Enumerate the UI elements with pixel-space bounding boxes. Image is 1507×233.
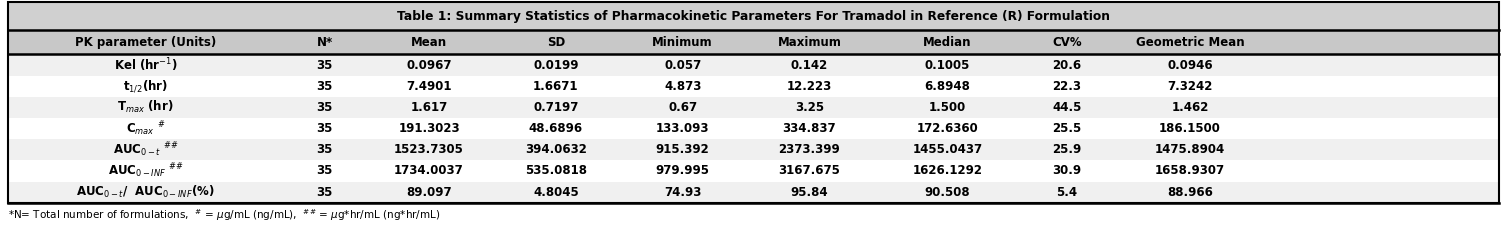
Text: 6.8948: 6.8948: [924, 80, 971, 93]
Text: 1475.8904: 1475.8904: [1154, 143, 1225, 156]
Text: 35: 35: [316, 122, 333, 135]
Text: 0.142: 0.142: [791, 58, 827, 72]
Bar: [8, 160, 1499, 182]
Text: 35: 35: [316, 101, 333, 114]
Text: 1626.1292: 1626.1292: [912, 164, 983, 178]
Text: 3167.675: 3167.675: [779, 164, 841, 178]
Text: 12.223: 12.223: [787, 80, 832, 93]
Text: 35: 35: [316, 58, 333, 72]
Text: Minimum: Minimum: [653, 36, 713, 49]
Text: Geometric Mean: Geometric Mean: [1136, 36, 1245, 49]
Text: 20.6: 20.6: [1052, 58, 1082, 72]
Text: SD: SD: [547, 36, 565, 49]
Text: 35: 35: [316, 80, 333, 93]
Text: 0.67: 0.67: [668, 101, 698, 114]
Text: PK parameter (Units): PK parameter (Units): [75, 36, 216, 49]
Text: 1455.0437: 1455.0437: [912, 143, 983, 156]
Text: 915.392: 915.392: [656, 143, 710, 156]
Text: 35: 35: [316, 164, 333, 178]
Text: 1734.0037: 1734.0037: [395, 164, 464, 178]
Text: 1.500: 1.500: [928, 101, 966, 114]
Text: 133.093: 133.093: [656, 122, 710, 135]
Text: 88.966: 88.966: [1166, 186, 1213, 199]
Text: 535.0818: 535.0818: [524, 164, 586, 178]
Text: N*: N*: [316, 36, 333, 49]
Text: AUC$_{0-t}$ $^{\#\#}$: AUC$_{0-t}$ $^{\#\#}$: [113, 140, 178, 159]
Bar: [8, 76, 1499, 97]
Text: Mean: Mean: [411, 36, 448, 49]
Text: 48.6896: 48.6896: [529, 122, 583, 135]
Text: 1658.9307: 1658.9307: [1154, 164, 1225, 178]
Text: 5.4: 5.4: [1056, 186, 1078, 199]
Text: 0.0946: 0.0946: [1166, 58, 1213, 72]
Text: 2373.399: 2373.399: [779, 143, 841, 156]
Text: Kel (hr$^{-1}$): Kel (hr$^{-1}$): [113, 56, 178, 74]
Text: 1523.7305: 1523.7305: [393, 143, 464, 156]
Text: AUC$_{0-INF}$ $^{\#\#}$: AUC$_{0-INF}$ $^{\#\#}$: [107, 161, 184, 180]
Text: 35: 35: [316, 143, 333, 156]
Bar: [8, 2, 1499, 203]
Text: 0.1005: 0.1005: [925, 58, 971, 72]
Text: 394.0632: 394.0632: [524, 143, 586, 156]
Text: Maximum: Maximum: [778, 36, 841, 49]
Text: 979.995: 979.995: [656, 164, 710, 178]
Text: 44.5: 44.5: [1052, 101, 1082, 114]
Text: t$_{1/2}$(hr): t$_{1/2}$(hr): [124, 78, 167, 94]
Text: 25.9: 25.9: [1052, 143, 1082, 156]
Bar: [8, 2, 1499, 30]
Text: 30.9: 30.9: [1052, 164, 1082, 178]
Text: 186.1500: 186.1500: [1159, 122, 1221, 135]
Text: 0.0199: 0.0199: [533, 58, 579, 72]
Text: 74.93: 74.93: [665, 186, 701, 199]
Text: 89.097: 89.097: [407, 186, 452, 199]
Bar: [8, 139, 1499, 160]
Text: 7.4901: 7.4901: [407, 80, 452, 93]
Text: 191.3023: 191.3023: [398, 122, 460, 135]
Text: 4.8045: 4.8045: [533, 186, 579, 199]
Text: 0.0967: 0.0967: [407, 58, 452, 72]
Text: T$_{max}$ (hr): T$_{max}$ (hr): [118, 99, 173, 115]
Text: 0.7197: 0.7197: [533, 101, 579, 114]
Text: 25.5: 25.5: [1052, 122, 1082, 135]
Text: 35: 35: [316, 186, 333, 199]
Bar: [8, 55, 1499, 76]
Text: 1.6671: 1.6671: [533, 80, 579, 93]
Text: 1.617: 1.617: [410, 101, 448, 114]
Text: 7.3242: 7.3242: [1168, 80, 1213, 93]
Text: 0.057: 0.057: [665, 58, 701, 72]
Text: 1.462: 1.462: [1171, 101, 1209, 114]
Text: 334.837: 334.837: [782, 122, 836, 135]
Text: Median: Median: [924, 36, 972, 49]
Text: *N= Total number of formulations,  $^{\#}$ = $\mu$g/mL (ng/mL),  $^{\#\#}$ = $\m: *N= Total number of formulations, $^{\#}…: [8, 207, 440, 223]
Text: CV%: CV%: [1052, 36, 1082, 49]
Bar: [8, 97, 1499, 118]
Text: 3.25: 3.25: [794, 101, 824, 114]
Bar: [8, 30, 1499, 55]
Text: 172.6360: 172.6360: [916, 122, 978, 135]
Text: 95.84: 95.84: [791, 186, 829, 199]
Text: C$_{max}$ $^{\#}$: C$_{max}$ $^{\#}$: [125, 119, 166, 138]
Bar: [8, 182, 1499, 203]
Text: 4.873: 4.873: [665, 80, 701, 93]
Text: Table 1: Summary Statistics of Pharmacokinetic Parameters For Tramadol in Refere: Table 1: Summary Statistics of Pharmacok…: [396, 10, 1111, 23]
Text: 90.508: 90.508: [925, 186, 971, 199]
Bar: [8, 118, 1499, 139]
Text: AUC$_{0-t}$/  AUC$_{0-INF}$(%): AUC$_{0-t}$/ AUC$_{0-INF}$(%): [77, 184, 216, 200]
Text: 22.3: 22.3: [1052, 80, 1082, 93]
